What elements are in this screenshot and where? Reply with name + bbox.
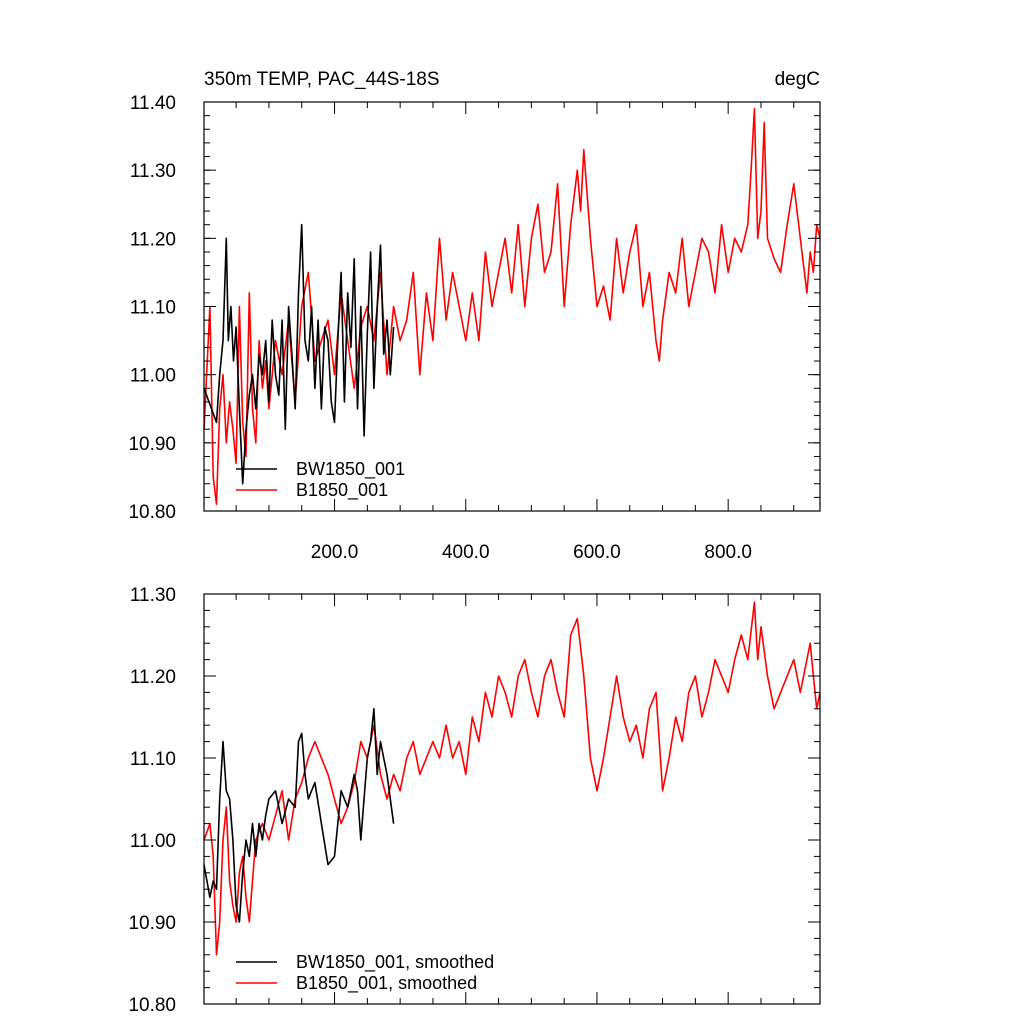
bottom-ytick-label: 10.90 <box>128 913 176 934</box>
top-chart-units: degC <box>775 69 820 90</box>
bottom-ytick-label: 11.20 <box>130 667 176 688</box>
top-ytick-label: 11.40 <box>130 93 176 114</box>
top-panel: 10.80 10.90 11.00 11.10 11.20 11.30 11.40 200.0… <box>128 69 821 563</box>
bottom-legend-label-bw1850-001-smoothed: BW1850_001, smoothed <box>296 952 494 973</box>
top-ytick-label: 10.80 <box>128 502 176 523</box>
bottom-legend-label-b1850-001-smoothed: B1850_001, smoothed <box>296 973 477 994</box>
top-ytick-label: 11.10 <box>130 298 176 319</box>
top-ytick-label: 11.30 <box>130 161 176 182</box>
bottom-ytick-label: 10.80 <box>128 995 176 1016</box>
top-ytick-label: 10.90 <box>128 434 176 455</box>
bottom-ytick-label: 11.30 <box>130 585 176 606</box>
top-plot-frame <box>203 101 821 512</box>
bottom-plot-frame <box>203 593 821 1005</box>
bottom-ytick-label: 11.10 <box>130 749 176 770</box>
top-xtick-label: 200.0 <box>311 542 359 563</box>
top-legend-label-bw1850-001: BW1850_001 <box>296 459 405 480</box>
top-legend-label-b1850-001: B1850_001 <box>296 480 388 501</box>
top-xtick-label: 600.0 <box>573 542 621 563</box>
top-chart-title: 350m TEMP, PAC_44S-18S <box>204 69 440 90</box>
bottom-series-bw1850-001-smoothed <box>203 707 395 923</box>
bottom-ytick-label: 11.00 <box>130 831 176 852</box>
top-xtick-label: 400.0 <box>442 542 490 563</box>
top-series-b1850-001 <box>203 108 821 506</box>
top-ytick-label: 11.20 <box>130 229 176 250</box>
top-xtick-label: 800.0 <box>704 542 752 563</box>
top-ytick-label: 11.00 <box>130 366 176 387</box>
top-series-bw1850-001 <box>203 223 395 485</box>
bottom-panel: 10.80 10.90 11.00 11.10 11.20 11.30 BW1850_00… <box>128 585 821 1016</box>
bottom-series-b1850-001-smoothed <box>203 601 821 956</box>
